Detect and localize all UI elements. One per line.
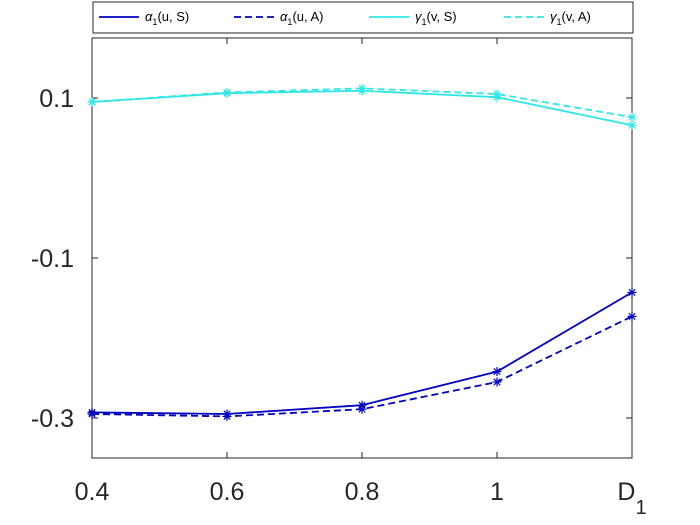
y-axis: 0.1 -0.1 -0.3 bbox=[31, 85, 632, 433]
series-2 bbox=[87, 311, 637, 421]
legend-item: α1(u, A) bbox=[234, 9, 324, 27]
plot-area bbox=[91, 37, 633, 459]
legend-label: α1(u, A) bbox=[280, 9, 324, 27]
data-point bbox=[492, 367, 502, 377]
plot-border bbox=[91, 37, 633, 459]
data-point bbox=[87, 97, 97, 107]
data-point bbox=[627, 112, 637, 122]
series-4 bbox=[87, 83, 637, 122]
data-point bbox=[357, 404, 367, 414]
data-point bbox=[222, 411, 232, 421]
y-tick-label: -0.1 bbox=[31, 245, 74, 273]
legend-label: α1(u, S) bbox=[145, 9, 189, 27]
legend-item: γ1(v, S) bbox=[369, 9, 457, 27]
data-point bbox=[492, 89, 502, 99]
data-point bbox=[627, 287, 637, 297]
legend-label: γ1(v, S) bbox=[415, 9, 457, 27]
data-point bbox=[357, 83, 367, 93]
x-tick-label: D1 bbox=[617, 478, 646, 519]
y-tick-label: 0.1 bbox=[39, 85, 74, 113]
x-tick-label: 0.6 bbox=[210, 478, 245, 506]
x-tick-subscript: 1 bbox=[635, 497, 646, 519]
data-point bbox=[87, 409, 97, 419]
legend-item: α1(u, S) bbox=[99, 9, 189, 27]
data-point bbox=[222, 87, 232, 97]
x-tick-label: 0.8 bbox=[345, 478, 380, 506]
legend-item: γ1(v, A) bbox=[504, 9, 591, 27]
x-tick-label: 1 bbox=[490, 478, 504, 506]
x-tick-label: 0.4 bbox=[75, 478, 110, 506]
data-point bbox=[627, 120, 637, 130]
data-point bbox=[492, 377, 502, 387]
legend-label: γ1(v, A) bbox=[550, 9, 591, 27]
data-point bbox=[627, 311, 637, 321]
y-tick-label: -0.3 bbox=[31, 405, 74, 433]
legend: α1(u, S) α1(u, A) γ1(v, S) γ1(v, A) bbox=[92, 1, 634, 34]
series-layer bbox=[87, 83, 637, 421]
